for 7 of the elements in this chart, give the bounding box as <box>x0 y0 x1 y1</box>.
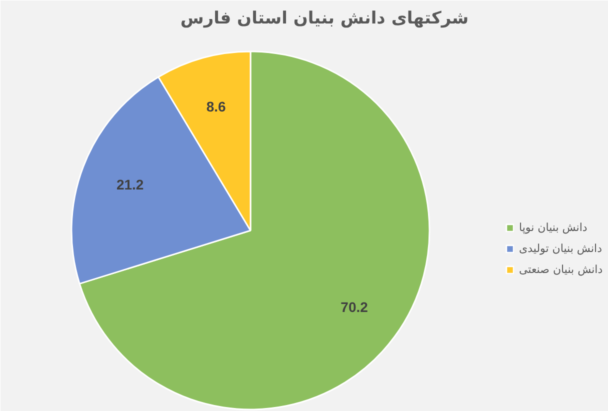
data-label: 21.2 <box>116 176 144 193</box>
legend-label: دانش بنیان تولیدی <box>519 242 602 255</box>
legend-label: دانش بنیان نوپا <box>519 221 588 234</box>
chart-title: شرکتهای دانش بنیان استان فارس <box>180 8 469 28</box>
data-label: 8.6 <box>206 98 226 114</box>
legend-label: دانش بنیان صنعتی <box>519 263 603 276</box>
data-label: 70.2 <box>340 298 368 315</box>
